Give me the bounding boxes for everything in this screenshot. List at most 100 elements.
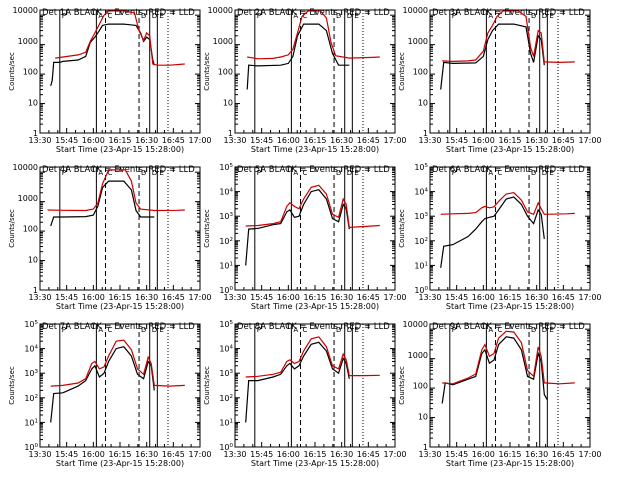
x-tick-label: 16:45	[357, 293, 380, 302]
x-tick-label: 15:45	[445, 293, 468, 302]
x-tick-label: 13:30	[223, 136, 246, 145]
y-tick-label: 100	[413, 382, 428, 391]
events-series-line	[50, 23, 155, 86]
y-tick-label: 102	[219, 394, 233, 403]
y-tick-label: 105	[414, 163, 428, 172]
x-tick-label: 16:15	[303, 293, 326, 302]
x-tick-label: 16:45	[552, 450, 575, 459]
x-tick-label: 16:15	[303, 136, 326, 145]
marker-letter: P	[452, 169, 456, 177]
marker-letter: C	[498, 169, 503, 177]
marker-letter: C	[108, 12, 113, 20]
x-axis-label: Start Time (23-Apr-15 15:28:00)	[251, 302, 379, 311]
panel-title: Det 3A BLACK = Events, RED = LLD	[432, 8, 585, 18]
marker-letter: A	[293, 12, 298, 20]
marker-letter: P	[452, 326, 456, 334]
marker-letter: C	[303, 12, 308, 20]
x-tick-label: 16:30	[525, 136, 548, 145]
events-series-line	[440, 196, 545, 268]
events-series-line	[441, 336, 548, 404]
y-tick-label: 10	[418, 412, 428, 421]
marker-letter: D	[542, 326, 547, 334]
plot-frame	[39, 323, 201, 448]
x-tick-label: 16:00	[82, 293, 105, 302]
y-tick-label: 1	[33, 129, 38, 138]
x-tick-label: 13:30	[418, 450, 441, 459]
x-tick-label: 15:45	[250, 136, 273, 145]
y-axis-label: Counts/sec	[203, 209, 211, 248]
y-axis-label: Counts/sec	[8, 209, 16, 248]
marker-letter: D	[141, 169, 146, 177]
marker-letter: E	[354, 169, 358, 177]
x-tick-label: 16:15	[108, 450, 131, 459]
marker-letter: D	[336, 169, 341, 177]
x-tick-label: 16:30	[330, 293, 353, 302]
x-tick-label: 17:00	[188, 293, 211, 302]
x-tick-label: 16:30	[525, 450, 548, 459]
x-tick-label: 16:15	[498, 450, 521, 459]
y-axis-label: Counts/sec	[398, 209, 406, 248]
marker-letter: C	[108, 169, 113, 177]
x-tick-label: 13:30	[28, 450, 51, 459]
x-tick-label: 16:00	[472, 136, 495, 145]
events-series-line	[50, 346, 155, 423]
marker-letter: P	[62, 326, 66, 334]
lld-series-line	[50, 339, 185, 387]
y-tick-label: 10	[28, 98, 38, 107]
marker-letter: A	[488, 326, 493, 334]
y-tick-label: 1000	[18, 194, 38, 203]
x-axis-label: Start Time (23-Apr-15 15:28:00)	[251, 459, 379, 468]
y-axis-label: Counts/sec	[8, 52, 16, 91]
y-tick-label: 103	[219, 369, 233, 378]
x-tick-label: 13:30	[28, 293, 51, 302]
x-tick-label: 16:45	[162, 450, 185, 459]
y-tick-label: 101	[414, 261, 428, 270]
x-tick-label: 16:00	[472, 293, 495, 302]
marker-letter: A	[98, 326, 103, 334]
x-tick-label: 15:45	[445, 136, 468, 145]
marker-letter: P	[452, 12, 456, 20]
y-tick-label: 105	[219, 320, 233, 329]
x-tick-label: 16:15	[108, 293, 131, 302]
panel-title: Det 6A BLACK = Events, RED = LLD	[432, 165, 585, 175]
x-tick-label: 17:00	[578, 293, 601, 302]
x-tick-label: 17:00	[578, 450, 601, 459]
panel-title: Det 2A BLACK = Events, RED = LLD	[237, 8, 390, 18]
y-axis-label: Counts/sec	[8, 366, 16, 405]
x-tick-label: 16:00	[277, 293, 300, 302]
y-axis-label: Counts/sec	[203, 52, 211, 91]
lld-series-line	[55, 10, 185, 66]
marker-letter: A	[488, 169, 493, 177]
marker-letter: D	[542, 12, 547, 20]
y-tick-label: 10000	[13, 6, 38, 15]
marker-letter: D	[531, 169, 536, 177]
x-tick-label: 16:15	[303, 450, 326, 459]
x-tick-label: 16:00	[472, 450, 495, 459]
marker-letter: E	[354, 12, 358, 20]
y-tick-label: 103	[24, 369, 38, 378]
x-tick-label: 16:45	[552, 136, 575, 145]
y-tick-label: 1	[228, 129, 233, 138]
x-tick-label: 16:45	[357, 450, 380, 459]
y-tick-label: 1000	[408, 37, 428, 46]
marker-letter: D	[347, 12, 352, 20]
y-tick-label: 103	[219, 212, 233, 221]
y-axis-label: Counts/sec	[398, 366, 406, 405]
marker-letter: P	[257, 12, 261, 20]
x-axis-label: Start Time (23-Apr-15 15:28:00)	[56, 145, 184, 154]
marker-letter: E	[159, 12, 163, 20]
marker-letter: E	[549, 169, 553, 177]
y-tick-label: 101	[219, 261, 233, 270]
y-tick-label: 1	[423, 443, 428, 452]
x-tick-label: 16:00	[277, 450, 300, 459]
marker-letter: D	[531, 326, 536, 334]
y-tick-label: 10000	[208, 6, 233, 15]
y-tick-label: 101	[219, 418, 233, 427]
plot-frame	[429, 9, 591, 134]
panel-title: Det 1A BLACK = Events, RED = LLD	[42, 8, 195, 18]
y-tick-label: 104	[219, 345, 233, 354]
x-tick-label: 15:45	[55, 293, 78, 302]
